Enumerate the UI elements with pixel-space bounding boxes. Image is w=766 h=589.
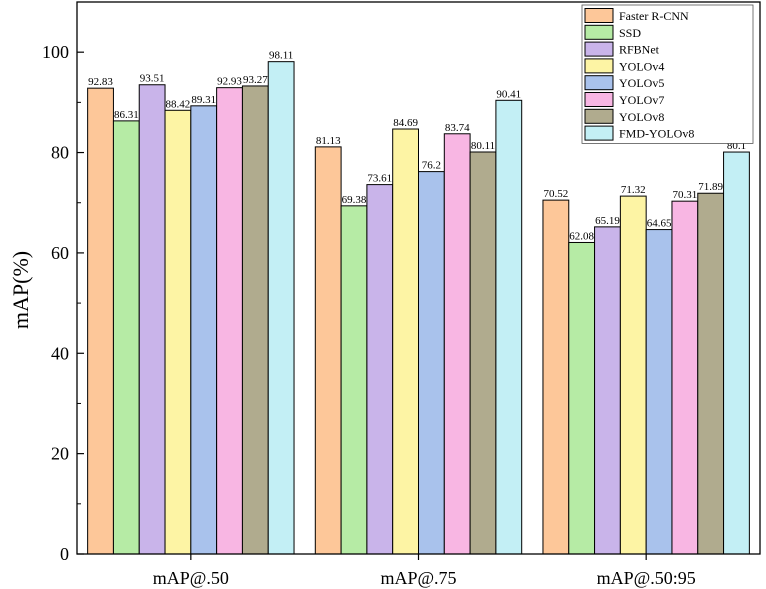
y-tick-label: 20: [51, 444, 69, 464]
x-tick-label: mAP@.50: [153, 568, 229, 588]
legend-label: YOLOv7: [619, 93, 664, 107]
data-label: 80.11: [471, 140, 495, 152]
data-label: 92.83: [88, 76, 113, 88]
data-label: 93.27: [243, 74, 268, 86]
data-label: 73.61: [367, 173, 392, 185]
bar-yolov7-2: [671, 200, 699, 555]
data-label: 70.52: [543, 188, 568, 200]
y-axis-label: mAP(%): [8, 251, 33, 329]
bar-ssd-1: [340, 205, 368, 555]
bar-yolov5-1: [418, 171, 445, 555]
bar-yolov8-1: [469, 151, 497, 555]
bar-yolov8-0: [241, 85, 269, 555]
data-label: 71.89: [698, 181, 723, 193]
legend-swatch: [584, 75, 614, 91]
data-label: 83.74: [445, 122, 470, 134]
bar-yolov4-1: [392, 128, 420, 555]
legend-swatch: [584, 125, 614, 141]
data-label: 98.11: [269, 50, 293, 62]
data-label: 76.2: [422, 160, 441, 172]
legend-label: RFBNet: [619, 43, 660, 57]
bar-yolov7-0: [216, 87, 243, 555]
bar-yolov4-0: [164, 109, 192, 555]
y-tick-label: 60: [51, 243, 69, 263]
data-label: 62.08: [569, 230, 594, 242]
legend-label: SSD: [619, 26, 641, 40]
legend-label: YOLOv5: [619, 76, 664, 90]
x-tick-label: mAP@.50:95: [597, 568, 696, 588]
data-label: 70.31: [672, 189, 697, 201]
legend-swatch: [584, 41, 614, 57]
data-label: 89.31: [191, 94, 216, 106]
legend-label: YOLOv4: [619, 59, 664, 73]
axes-layer: mAP@.50 mAP@.75 mAP@.50:95 0 20 40 60 80 100: [42, 42, 696, 588]
legend-label: Faster R-CNN: [619, 9, 689, 23]
legend-swatch: [584, 58, 614, 74]
bar-fmd-yolov8-1: [495, 99, 523, 555]
legend-swatch: [584, 108, 614, 124]
legend-swatch: [584, 8, 614, 23]
legend-label: YOLOv8: [619, 110, 664, 124]
legend-swatch: [584, 24, 614, 40]
bar-fmd-yolov8-2: [723, 151, 750, 555]
data-label: 71.32: [621, 184, 646, 196]
data-label: 64.65: [647, 218, 672, 230]
legend: Faster R-CNN SSD RFBNet YOLOv4 YOLOv5 YOLOv7 Y…: [581, 4, 754, 144]
data-label: 81.13: [316, 135, 341, 147]
bar-rfbnet-2: [594, 226, 621, 555]
data-label: 84.69: [393, 117, 418, 129]
bar-fmd-yolov8-0: [267, 61, 295, 555]
data-label: 69.38: [342, 194, 367, 206]
bar-yolov5-2: [645, 229, 673, 555]
data-label: 88.42: [166, 98, 191, 110]
legend-swatch: [584, 92, 614, 107]
bar-yolov4-2: [619, 195, 647, 555]
x-tick-label: mAP@.75: [380, 568, 456, 588]
bar-faster-r-cnn-1: [314, 146, 342, 555]
bar-faster-r-cnn-0: [87, 87, 114, 555]
legend-label: FMD-YOLOv8: [619, 127, 694, 141]
data-label: 92.93: [217, 76, 242, 88]
bar-yolov7-1: [443, 133, 471, 555]
y-tick-label: 80: [51, 143, 69, 163]
bar-rfbnet-0: [138, 84, 166, 555]
data-label: 65.19: [595, 215, 620, 227]
y-tick-label: 0: [60, 544, 69, 564]
bar-ssd-0: [112, 120, 140, 555]
y-tick-label: 100: [42, 42, 69, 62]
bar-yolov8-2: [697, 192, 725, 555]
data-label: 93.51: [140, 73, 165, 85]
bars-layer: [87, 61, 750, 555]
data-label: 86.31: [114, 109, 139, 121]
y-tick-label: 40: [51, 343, 69, 363]
bar-rfbnet-1: [366, 184, 394, 555]
bar-yolov5-0: [190, 105, 218, 555]
data-label: 90.41: [496, 88, 521, 100]
bar-faster-r-cnn-2: [542, 199, 570, 555]
bar-ssd-2: [568, 241, 596, 555]
